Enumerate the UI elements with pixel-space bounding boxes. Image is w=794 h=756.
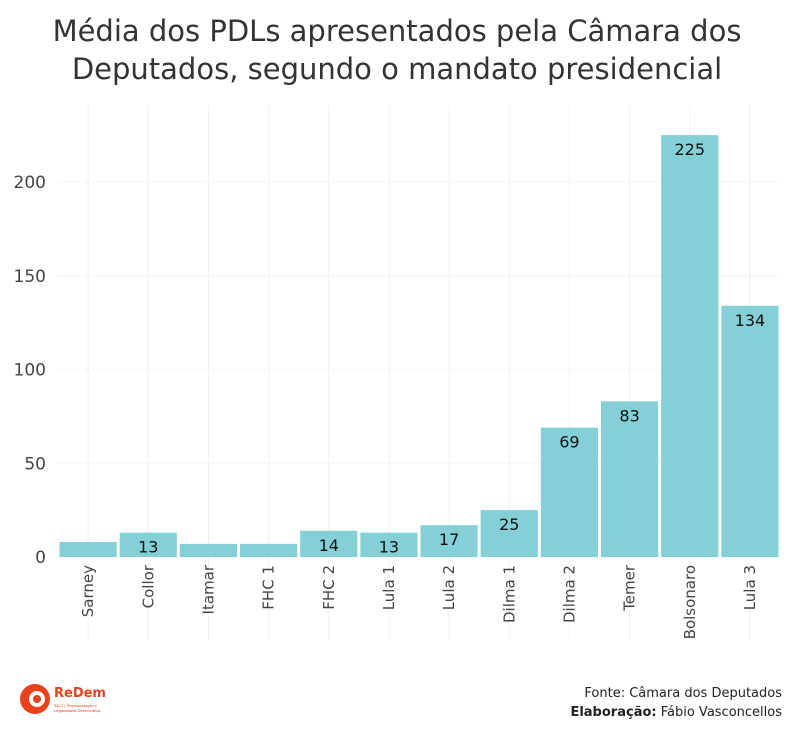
data-label: 83: [619, 406, 639, 425]
x-tick-label: Dilma 2: [560, 565, 578, 623]
x-tick-label: Sarney: [79, 565, 97, 617]
data-label: 14: [319, 536, 339, 555]
x-tick-label: Lula 1: [380, 565, 398, 610]
bar-itamar: [179, 543, 237, 557]
chart-title-line1: Média dos PDLs apresentados pela Câmara …: [52, 14, 742, 48]
y-tick-label: 100: [14, 361, 46, 381]
y-tick-label: 150: [14, 267, 46, 287]
bar-chart: 0 50 100 150 200 Sarney 13 Collor Itamar FHC 1 14 F…: [14, 105, 780, 640]
bar-bolsonaro: [661, 135, 719, 557]
x-tick-label: Dilma 1: [500, 565, 518, 623]
footer-credit-label: Elaboração:: [570, 705, 657, 720]
footer-credit: Elaboração: Fábio Vasconcellos: [570, 703, 782, 722]
x-tick-label: Lula 3: [741, 565, 759, 610]
data-label: 17: [439, 530, 459, 549]
bar-lula-1: [360, 532, 418, 557]
redem-logo-icon: [20, 684, 50, 714]
data-label: 134: [735, 311, 766, 330]
x-tick-label: Collor: [139, 564, 157, 608]
y-tick-label: 0: [35, 548, 46, 568]
bar-sarney: [59, 542, 117, 557]
bar-collor: [119, 532, 177, 557]
x-tick-label: FHC 1: [260, 565, 278, 610]
footer-credits: Fonte: Câmara dos Deputados Elaboração: …: [570, 684, 782, 722]
data-label: 13: [138, 538, 158, 557]
data-label: 13: [379, 538, 399, 557]
bar-temer: [601, 401, 659, 557]
x-tick-label: FHC 2: [320, 565, 338, 610]
x-tick-label: Temer: [621, 564, 639, 612]
footer-credit-name: Fábio Vasconcellos: [660, 705, 782, 720]
bar-lula-2: [420, 525, 478, 557]
data-label: 69: [559, 433, 579, 452]
y-tick-label: 50: [24, 454, 46, 474]
x-tick-label: Bolsonaro: [681, 565, 699, 639]
bar-fhc-1: [240, 543, 298, 557]
redem-logo: ReDem INCT | Representação e Legitimidad…: [18, 678, 118, 722]
bar-lula-3: [721, 305, 779, 557]
redem-logo-tagline: INCT | Representação e Legitimidade Demo…: [54, 703, 101, 713]
y-tick-label: 200: [14, 173, 46, 193]
x-tick-label: Itamar: [199, 564, 217, 614]
bar-fhc-2: [300, 530, 358, 557]
bar-dilma-2: [540, 427, 598, 557]
x-tick-label: Lula 2: [440, 565, 458, 610]
data-label: 225: [674, 140, 705, 159]
chart-title-line2: Deputados, segundo o mandato presidencia…: [71, 52, 723, 86]
footer-source: Fonte: Câmara dos Deputados: [584, 686, 782, 701]
data-label: 25: [499, 515, 519, 534]
chart-title: Média dos PDLs apresentados pela Câmara …: [0, 12, 794, 88]
bar-dilma-1: [480, 510, 538, 557]
redem-logo-name: ReDem: [54, 686, 106, 701]
